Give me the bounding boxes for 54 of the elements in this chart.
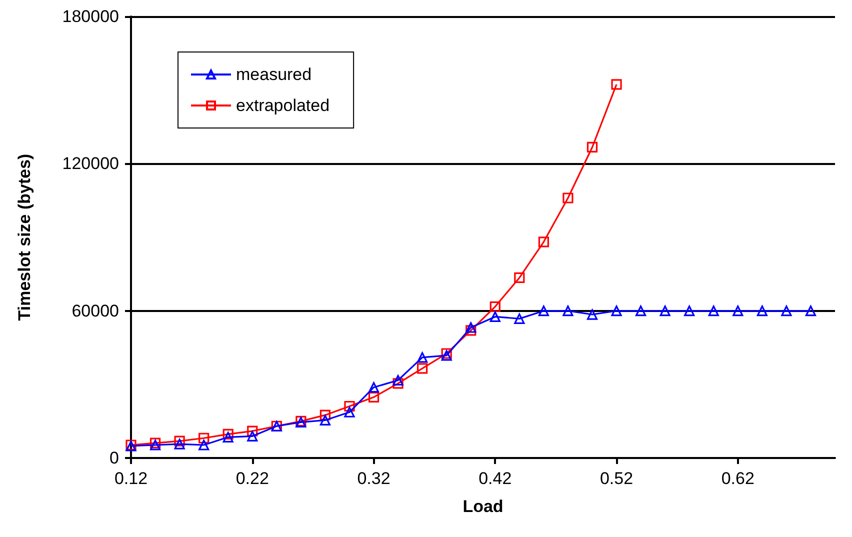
point <box>320 410 331 420</box>
point <box>586 142 598 153</box>
x-tick-label: 0.42 <box>478 469 512 488</box>
x-tick-label: 0.22 <box>236 469 269 488</box>
point <box>490 301 500 312</box>
x-axis-title: Load <box>462 497 504 516</box>
point <box>756 306 768 316</box>
point <box>174 438 185 450</box>
point <box>562 192 574 204</box>
point <box>466 322 476 333</box>
point <box>611 306 622 316</box>
y-tick-label: 180000 <box>62 7 119 26</box>
y-tick-label: 0 <box>110 448 119 468</box>
point <box>781 306 792 316</box>
x-tick-label: 0.52 <box>600 469 634 488</box>
point <box>247 426 258 436</box>
point <box>368 392 380 402</box>
point <box>247 430 258 442</box>
y-tick-label: 120000 <box>62 154 119 174</box>
point <box>611 79 622 90</box>
point <box>635 306 646 316</box>
point <box>392 374 404 386</box>
point <box>368 382 380 393</box>
point <box>586 309 598 320</box>
y-tick-label: 60000 <box>72 301 119 320</box>
x-tick-label: 0.32 <box>357 469 390 488</box>
point <box>805 306 816 316</box>
legend-label: measured <box>236 65 312 84</box>
point <box>344 406 355 418</box>
y-axis-title: Timeslot size (bytes) <box>15 154 34 321</box>
point <box>466 325 476 336</box>
point <box>708 306 719 316</box>
point <box>514 313 525 324</box>
point <box>222 432 234 442</box>
point <box>320 414 331 426</box>
point <box>174 436 185 446</box>
x-tick-label: 0.12 <box>114 469 148 488</box>
point <box>684 306 695 316</box>
legend-label: extrapolated <box>236 96 330 115</box>
point <box>198 432 210 444</box>
point <box>490 311 500 322</box>
point <box>538 236 549 248</box>
point <box>198 440 210 450</box>
point <box>392 378 404 389</box>
point <box>732 306 744 316</box>
point <box>417 352 428 363</box>
point <box>222 428 234 440</box>
point <box>514 272 525 284</box>
point <box>417 363 428 374</box>
x-tick-label: 0.62 <box>721 469 754 488</box>
point <box>660 306 670 316</box>
point <box>344 400 355 412</box>
point <box>562 306 574 316</box>
point <box>538 306 549 316</box>
